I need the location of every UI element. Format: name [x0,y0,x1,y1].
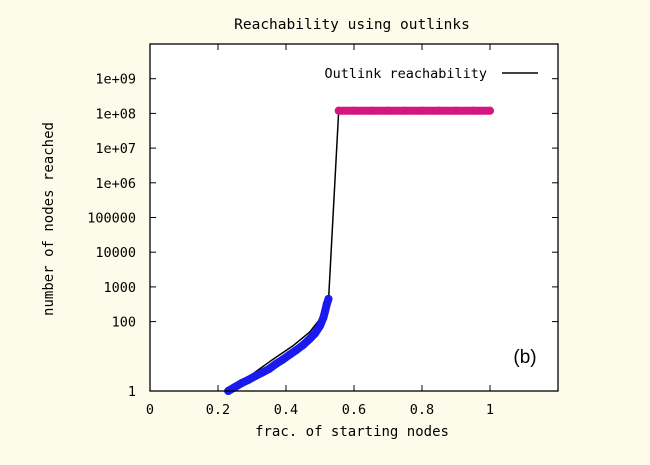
y-tick-label: 1e+08 [95,106,136,122]
y-tick-label: 100000 [87,211,136,227]
plot-area [150,44,558,391]
panel-annotation: (b) [513,347,536,368]
series-1-point [321,307,330,316]
series-2-point [334,106,343,115]
series-1-point [316,321,324,330]
chart-title: Reachability using outlinks [234,17,470,33]
y-tick-label: 1e+06 [95,176,136,192]
series-1-point [231,383,239,392]
series-2-point [401,106,409,115]
y-tick-label: 100 [112,315,136,331]
x-tick-label: 0 [146,402,154,418]
series-1-point [278,355,287,364]
series-2-point [384,106,392,115]
series-2-point [435,106,443,115]
series-1-point [258,368,267,377]
x-tick-label: 0.4 [274,402,298,418]
series-2-point [486,106,494,115]
series-1-point [299,341,307,350]
x-tick-label: 0.6 [342,402,366,418]
series-1-point [271,359,280,368]
series-2-point [367,106,375,115]
x-tick-label: 0.8 [410,402,434,418]
legend-label: Outlink reachability [324,66,487,82]
x-tick-label: 0.2 [206,402,230,418]
series-1-point [319,313,328,322]
series-2-point [418,106,426,115]
series-2-point [469,106,477,115]
y-tick-label: 10000 [95,245,136,261]
series-1-point [251,372,260,381]
series-1-point [324,294,333,303]
series-1-point [237,379,246,388]
series-1-point [265,365,273,374]
y-axis-label: number of nodes reached [41,122,57,316]
y-tick-label: 1 [128,384,136,400]
y-tick-label: 1e+09 [95,72,136,88]
series-0-line [227,109,490,392]
x-tick-label: 1 [486,402,494,418]
series-1-point [310,329,319,338]
series-layer [224,106,494,395]
legend: Outlink reachability [324,66,538,82]
plot-frame [149,43,559,392]
series-2-point [452,106,460,115]
series-1-point [244,375,253,384]
series-1-point [285,350,294,359]
y-tick-label: 1e+07 [95,141,136,157]
series-1-point [292,346,301,355]
series-1-point [305,334,314,343]
x-axis-label: frac. of starting nodes [255,424,449,440]
series-2-point [350,106,358,115]
y-tick-label: 1000 [103,280,136,296]
